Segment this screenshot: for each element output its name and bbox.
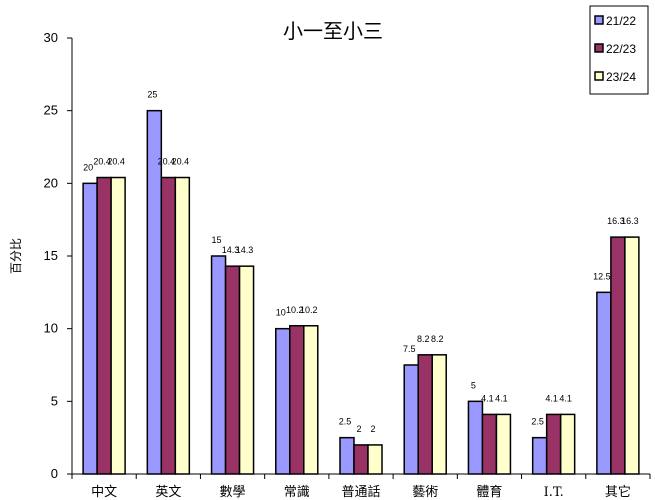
y-tick-label: 5 bbox=[51, 393, 58, 408]
bar bbox=[531, 436, 548, 475]
y-axis-label: 百分比 bbox=[9, 238, 23, 274]
bar bbox=[160, 176, 177, 475]
data-label: 8.2 bbox=[431, 334, 444, 344]
bar bbox=[238, 265, 255, 475]
x-tick-label: 體育 bbox=[476, 484, 502, 500]
y-tick-label: 25 bbox=[44, 103, 58, 118]
bar bbox=[431, 354, 447, 475]
bar bbox=[224, 265, 241, 475]
x-tick-label: 藝術 bbox=[412, 485, 438, 500]
bar bbox=[624, 236, 640, 475]
data-label: 20.4 bbox=[158, 157, 176, 167]
x-tick-label: 普通話 bbox=[341, 484, 380, 500]
data-label: 4.1 bbox=[495, 393, 508, 403]
data-label: 14.3 bbox=[236, 245, 254, 255]
legend-label: 21/22 bbox=[606, 14, 636, 28]
data-label: 2 bbox=[356, 424, 361, 434]
bar bbox=[495, 413, 512, 475]
bar bbox=[403, 364, 419, 475]
data-label: 4.1 bbox=[559, 393, 572, 403]
x-tick-label: 數學 bbox=[220, 485, 246, 500]
bar bbox=[559, 413, 576, 475]
bar bbox=[210, 255, 227, 475]
bar bbox=[96, 176, 112, 475]
bar bbox=[596, 291, 612, 475]
x-tick-label: 其它 bbox=[605, 484, 631, 500]
x-tick-label: I.T. bbox=[544, 485, 564, 500]
data-label: 25 bbox=[147, 90, 157, 100]
data-label: 5 bbox=[471, 380, 476, 390]
data-label: 10 bbox=[276, 308, 286, 318]
bar bbox=[353, 444, 369, 475]
y-tick-label: 30 bbox=[44, 30, 58, 45]
bar bbox=[545, 413, 562, 475]
y-tick-label: 10 bbox=[44, 321, 58, 336]
y-tick-label: 0 bbox=[51, 466, 58, 481]
bar bbox=[174, 176, 191, 475]
data-label: 20.4 bbox=[107, 157, 125, 167]
bar bbox=[481, 413, 498, 475]
legend-swatch bbox=[594, 43, 604, 53]
legend: 21/22 22/23 23/24 bbox=[589, 5, 649, 95]
bar bbox=[417, 354, 433, 475]
data-label: 10.2 bbox=[286, 305, 304, 315]
bar bbox=[303, 325, 319, 475]
data-label: 20.4 bbox=[172, 157, 190, 167]
bar bbox=[275, 327, 291, 475]
data-label: 10.2 bbox=[300, 305, 318, 315]
data-label: 4.1 bbox=[481, 393, 494, 403]
data-label: 4.1 bbox=[545, 393, 558, 403]
y-tick-label: 20 bbox=[44, 175, 58, 190]
data-label: 16.3 bbox=[621, 216, 639, 226]
data-label: 2 bbox=[370, 424, 375, 434]
data-label: 2.5 bbox=[339, 417, 352, 427]
data-label: 8.2 bbox=[417, 334, 430, 344]
data-label: 7.5 bbox=[403, 344, 416, 354]
data-label: 14.3 bbox=[222, 245, 240, 255]
bar bbox=[610, 236, 626, 475]
x-tick-label: 英文 bbox=[155, 485, 181, 500]
x-tick-label: 中文 bbox=[91, 485, 117, 500]
chart-title: 小一至小三 bbox=[283, 19, 383, 43]
bar bbox=[339, 436, 355, 475]
bar bbox=[367, 444, 383, 475]
bar bbox=[289, 325, 305, 475]
data-label: 20 bbox=[83, 162, 93, 172]
data-label: 16.3 bbox=[607, 216, 625, 226]
legend-label: 23/24 bbox=[606, 70, 636, 84]
legend-label: 22/23 bbox=[606, 42, 636, 56]
data-label: 15 bbox=[212, 235, 222, 245]
data-label: 2.5 bbox=[531, 417, 544, 427]
x-tick-label: 常識 bbox=[284, 485, 310, 500]
legend-swatch bbox=[594, 71, 604, 81]
bar bbox=[110, 176, 126, 475]
legend-swatch bbox=[594, 15, 604, 25]
bar bbox=[82, 182, 98, 475]
data-label: 12.5 bbox=[593, 271, 611, 281]
bar bbox=[467, 400, 484, 475]
data-label: 20.4 bbox=[93, 157, 111, 167]
y-tick-label: 15 bbox=[44, 248, 58, 263]
